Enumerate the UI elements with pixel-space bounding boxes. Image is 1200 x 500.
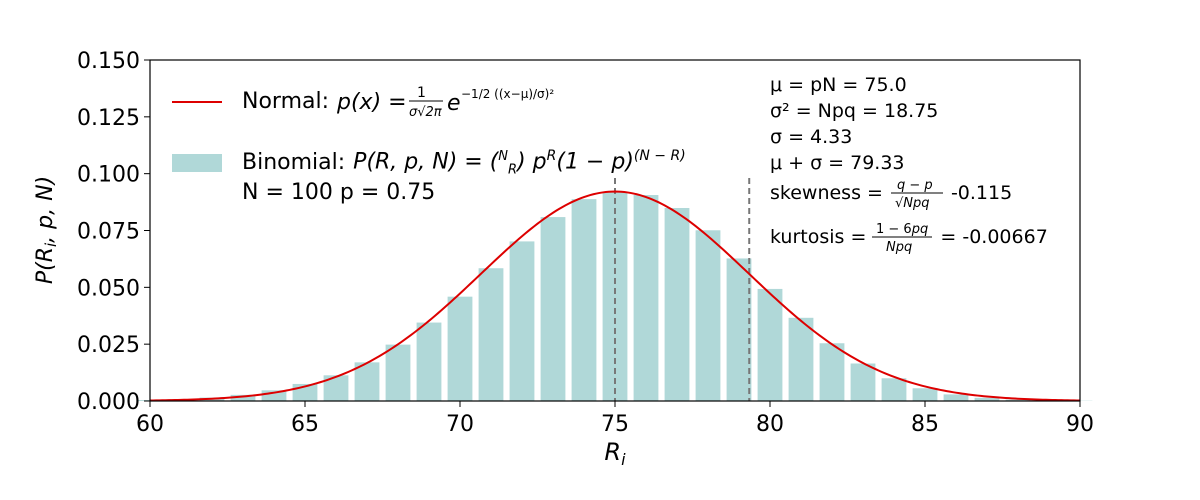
kurtosis-label: kurtosis = [770, 226, 867, 248]
y-tick-label: 0.050 [77, 276, 140, 301]
statistics-box: μ = pN = 75.0 σ² = Npq = 18.75 σ = 4.33 … [770, 72, 1048, 254]
normal-curve [149, 190, 1081, 402]
legend-normal-label: Normal: [242, 89, 330, 114]
y-tick-label: 0.100 [77, 163, 140, 188]
bar-84 [881, 378, 907, 401]
legend-binomial-label: Binomial: [242, 150, 346, 176]
bar-83 [850, 363, 876, 401]
kurtosis-fraction: 1 − 6pq Npq [872, 222, 933, 254]
bar-88 [1005, 399, 1031, 401]
bar-71 [478, 268, 504, 401]
reference-lines [614, 178, 751, 401]
y-tick-label: 0.025 [77, 333, 140, 358]
bar-78 [695, 230, 721, 401]
bar-67 [354, 362, 380, 401]
legend-binomial: Binomial: P(R, p, N) = (NR) pR(1 − p)(N … [172, 142, 686, 205]
bar-79 [726, 258, 752, 401]
x-tick-label: 75 [601, 412, 629, 437]
bar-86 [943, 394, 969, 401]
x-tick-label: 80 [756, 412, 784, 437]
y-tick-label: 0.000 [77, 390, 140, 415]
svg-text:σ√2π: σ√2π [409, 105, 442, 120]
stat-kurtosis: kurtosis = 1 − 6pq Npq = -0.00667 [770, 220, 1048, 254]
bar-69 [416, 322, 442, 401]
bar-76 [633, 195, 659, 401]
y-axis-label: P(Ri, p, N) [33, 176, 60, 284]
bar-74 [571, 199, 597, 401]
binomial-formula: P(R, p, N) = (NR) pR(1 − p)(N − R) [353, 148, 686, 178]
stat-sigma: σ = 4.33 [770, 126, 853, 148]
kurtosis-value: = -0.00667 [940, 226, 1048, 248]
bar-63 [230, 394, 256, 401]
bar-87 [974, 397, 1000, 401]
bar-85 [912, 388, 938, 401]
skewness-fraction: q − p √Npq [890, 178, 943, 210]
bar-81 [788, 317, 814, 401]
svg-text:−1/2 ((x−μ)/σ)²: −1/2 ((x−μ)/σ)² [461, 87, 554, 101]
x-axis-ticks: 60 65 70 75 80 85 90 [136, 401, 1094, 437]
bar-72 [509, 241, 535, 401]
legend-binomial-params: N = 100 p = 0.75 [242, 180, 436, 205]
bar-70 [447, 296, 473, 401]
stat-skewness: skewness = q − p √Npq -0.115 [770, 176, 1048, 210]
svg-text:q − p: q − p [897, 178, 933, 193]
bar-series [137, 192, 1093, 401]
bar-77 [664, 207, 690, 401]
svg-text:√Npq: √Npq [895, 196, 930, 210]
skewness-label: skewness = [770, 182, 883, 204]
y-tick-label: 0.125 [77, 106, 140, 131]
bar-68 [385, 344, 411, 401]
svg-text:e: e [447, 91, 461, 116]
svg-text:1: 1 [417, 85, 426, 101]
y-tick-label: 0.150 [77, 49, 140, 74]
x-tick-label: 70 [446, 412, 474, 437]
bar-73 [540, 217, 566, 401]
y-tick-label: 0.075 [77, 220, 140, 245]
y-axis-ticks: 0.000 0.025 0.050 0.075 0.100 0.125 0.150 [77, 49, 150, 415]
stat-mu-plus-sigma: μ + σ = 79.33 [770, 152, 905, 174]
normal-formula: p(x) = 1 σ√2π e −1/2 ((x−μ)/σ)² [336, 84, 577, 120]
stat-variance: σ² = Npq = 18.75 [770, 100, 939, 122]
x-axis-label: Ri [604, 438, 626, 469]
bar-82 [819, 343, 845, 401]
x-tick-label: 65 [291, 412, 319, 437]
bar-80 [757, 288, 783, 401]
svg-text:1 − 6pq: 1 − 6pq [876, 222, 928, 237]
svg-text:p(x) =: p(x) = [337, 90, 407, 115]
x-tick-label: 60 [136, 412, 164, 437]
svg-text:Npq: Npq [886, 240, 912, 254]
skewness-value: -0.115 [950, 182, 1013, 204]
legend-bar-swatch [172, 154, 222, 173]
x-tick-label: 90 [1066, 412, 1094, 437]
bar-64 [261, 390, 287, 401]
legend-line-swatch [172, 101, 222, 103]
stat-mu: μ = pN = 75.0 [770, 74, 907, 96]
legend-normal: Normal: p(x) = 1 σ√2π e −1/2 ((x−μ)/σ)² [172, 84, 577, 120]
bar-75 [602, 192, 628, 401]
x-tick-label: 85 [911, 412, 939, 437]
